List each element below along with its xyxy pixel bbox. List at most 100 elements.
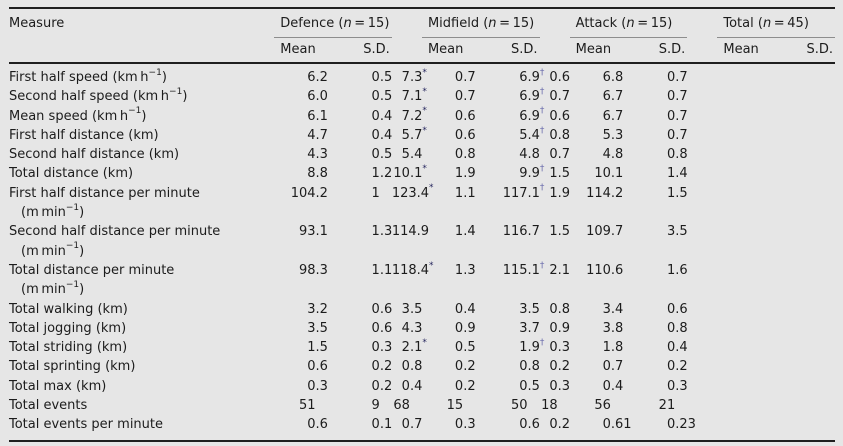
mean-subheader-midfield: Mean bbox=[421, 37, 476, 64]
mean-value-cell: 5.3 bbox=[570, 126, 624, 145]
decimal-slot: .2 bbox=[610, 185, 624, 201]
sd-value-cell: 1.3 bbox=[328, 222, 393, 261]
decimal-slot: .7 bbox=[675, 70, 688, 85]
table-row: Total distance per minute (m min−1) 98.3 1.… bbox=[9, 261, 835, 300]
decimal-slot: .1* bbox=[409, 86, 427, 105]
decimal-slot: .7 bbox=[463, 89, 476, 105]
decimal-slot: .3 bbox=[463, 417, 476, 433]
significance-dagger-marker: † bbox=[539, 67, 545, 78]
mean-value-cell: 50 bbox=[510, 398, 528, 414]
measure-unit: (m min−1) bbox=[21, 241, 85, 259]
decimal-slot: .1 bbox=[315, 224, 328, 240]
measure-unit: (km) bbox=[128, 127, 159, 143]
decimal-slot: .6 bbox=[463, 127, 476, 143]
measure-label: Total distance per minute (m min−1) bbox=[9, 261, 274, 300]
italic-n: n bbox=[488, 16, 497, 31]
mean-value-cell: 4.8 bbox=[475, 145, 540, 164]
decimal-slot: .7 bbox=[463, 70, 476, 85]
decimal-slot: .9† bbox=[527, 337, 545, 356]
table-row: Total max (km) 0.3 0.2 0.4 0.2 0.5 0.3 0.4 0.3 bbox=[9, 377, 835, 396]
decimal-slot: .9 bbox=[416, 224, 430, 240]
decimal-slot: .3 bbox=[557, 378, 571, 394]
decimal-slot: .1* bbox=[409, 337, 427, 356]
sd-value-cell: 0.7 bbox=[623, 87, 688, 106]
sd-value-cell: 0.9 bbox=[540, 319, 570, 338]
decimal-slot: .2 bbox=[315, 70, 328, 85]
mean-value-cell: 116.7 bbox=[475, 222, 540, 261]
table-row: Total distance (km) 8.8 1.2 10.1* 1.9 9.9† 1.5… bbox=[9, 164, 835, 183]
mean-value-cell: 68 bbox=[393, 398, 410, 414]
decimal-slot: .8 bbox=[675, 320, 688, 336]
decimal-slot: .1 bbox=[379, 262, 393, 278]
mean-value-cell: 0.8 bbox=[392, 357, 423, 376]
mean-value-cell: 56 bbox=[594, 398, 611, 414]
measure-unit: (km) bbox=[96, 340, 128, 356]
mean-value-cell: 1.9† bbox=[475, 337, 545, 357]
sd-value-cell: 1.6 bbox=[623, 261, 688, 300]
sd-value-cell: 0.3 bbox=[540, 338, 570, 357]
decimal-slot: .5 bbox=[379, 147, 393, 163]
decimal-slot: .3 bbox=[557, 340, 571, 356]
table-row: Second half distance (km) 4.3 0.5 5.4 0.8 4.8… bbox=[9, 145, 835, 164]
significance-dagger-marker: † bbox=[539, 260, 545, 271]
sd-value-cell: 15 bbox=[446, 398, 464, 414]
measure-unit: (m min−1) bbox=[21, 202, 85, 221]
sd-value-cell: 0.7 bbox=[540, 87, 570, 106]
decimal-slot: .3 bbox=[379, 224, 393, 240]
mean-value-cell: 0.4 bbox=[392, 377, 423, 396]
significance-star-marker: * bbox=[422, 106, 427, 117]
decimal-slot: .4 bbox=[463, 224, 476, 240]
mean-value-cell: 0.61 bbox=[570, 415, 632, 440]
decimal-slot: .6 bbox=[463, 108, 476, 124]
decimal-slot: .4 bbox=[463, 301, 476, 317]
decimal-slot: .9† bbox=[527, 86, 545, 105]
sd-value-cell: 18 bbox=[541, 398, 558, 414]
decimal-slot: .8 bbox=[463, 147, 476, 163]
measure-label: Total distance (km) bbox=[9, 166, 134, 182]
sd-subheader-total: S.D. bbox=[770, 37, 835, 64]
decimal-slot: .1 bbox=[557, 262, 571, 278]
decimal-slot: .8 bbox=[527, 359, 540, 375]
sd-value-cell: 1.4 bbox=[623, 164, 688, 183]
significance-star-marker: * bbox=[422, 164, 427, 175]
mean-value-cell: 8.8 bbox=[274, 164, 328, 183]
sd-value-cell: 1.9 bbox=[422, 164, 476, 183]
sd-value-cell: 0.3 bbox=[422, 415, 476, 440]
sd-value-cell: 0.2 bbox=[623, 357, 688, 376]
decimal-slot: .3 bbox=[379, 340, 393, 356]
mean-value-cell: 9.9† bbox=[475, 164, 544, 183]
sd-value-cell: 0.3 bbox=[328, 338, 393, 357]
mean-value-cell: 7.1* bbox=[392, 86, 427, 106]
mean-value-cell: 6.0 bbox=[274, 87, 328, 106]
decimal-slot: .4 bbox=[379, 108, 393, 124]
sd-value-cell: 0.4 bbox=[422, 300, 476, 319]
mean-value-cell: 5.7* bbox=[392, 126, 427, 145]
column-gap bbox=[687, 8, 718, 64]
significance-star-marker: * bbox=[422, 337, 427, 348]
unit-exponent: −1 bbox=[169, 86, 183, 97]
mean-value-cell: 6.1 bbox=[274, 107, 328, 126]
decimal-slot: .8 bbox=[557, 301, 571, 317]
decimal-slot: .5 bbox=[675, 185, 688, 201]
sd-value-cell: 0.5 bbox=[328, 63, 393, 87]
measure-label: First half speed (km h−1) bbox=[9, 67, 167, 85]
table-row: Total sprinting (km) 0.6 0.2 0.8 0.2 0.8 0.2 0.… bbox=[9, 357, 835, 376]
decimal-slot: .8 bbox=[675, 147, 688, 163]
sd-value-cell: 0.4 bbox=[328, 107, 393, 126]
significance-star-marker: * bbox=[429, 260, 434, 271]
decimal-slot: .7 bbox=[610, 108, 624, 124]
sd-value-cell: 0.9 bbox=[422, 319, 476, 338]
mean-value-cell: 0.6 bbox=[274, 357, 328, 376]
decimal-slot: .8 bbox=[610, 147, 624, 163]
sd-value-cell: 2.1 bbox=[540, 261, 570, 300]
significance-dagger-marker: † bbox=[539, 164, 545, 175]
sd-value-cell: 0.7 bbox=[623, 126, 688, 145]
decimal-slot: .6 bbox=[675, 262, 688, 278]
sd-value-cell: 1.5 bbox=[623, 184, 688, 223]
decimal-slot: .3 bbox=[315, 262, 328, 278]
mean-value-cell: 51 bbox=[298, 398, 316, 414]
mean-value-cell: 6.2 bbox=[274, 63, 328, 87]
sd-value-cell: 1.4 bbox=[422, 222, 476, 261]
decimal-slot: .8 bbox=[610, 70, 624, 85]
mean-value-cell: 6.9† bbox=[475, 63, 544, 87]
